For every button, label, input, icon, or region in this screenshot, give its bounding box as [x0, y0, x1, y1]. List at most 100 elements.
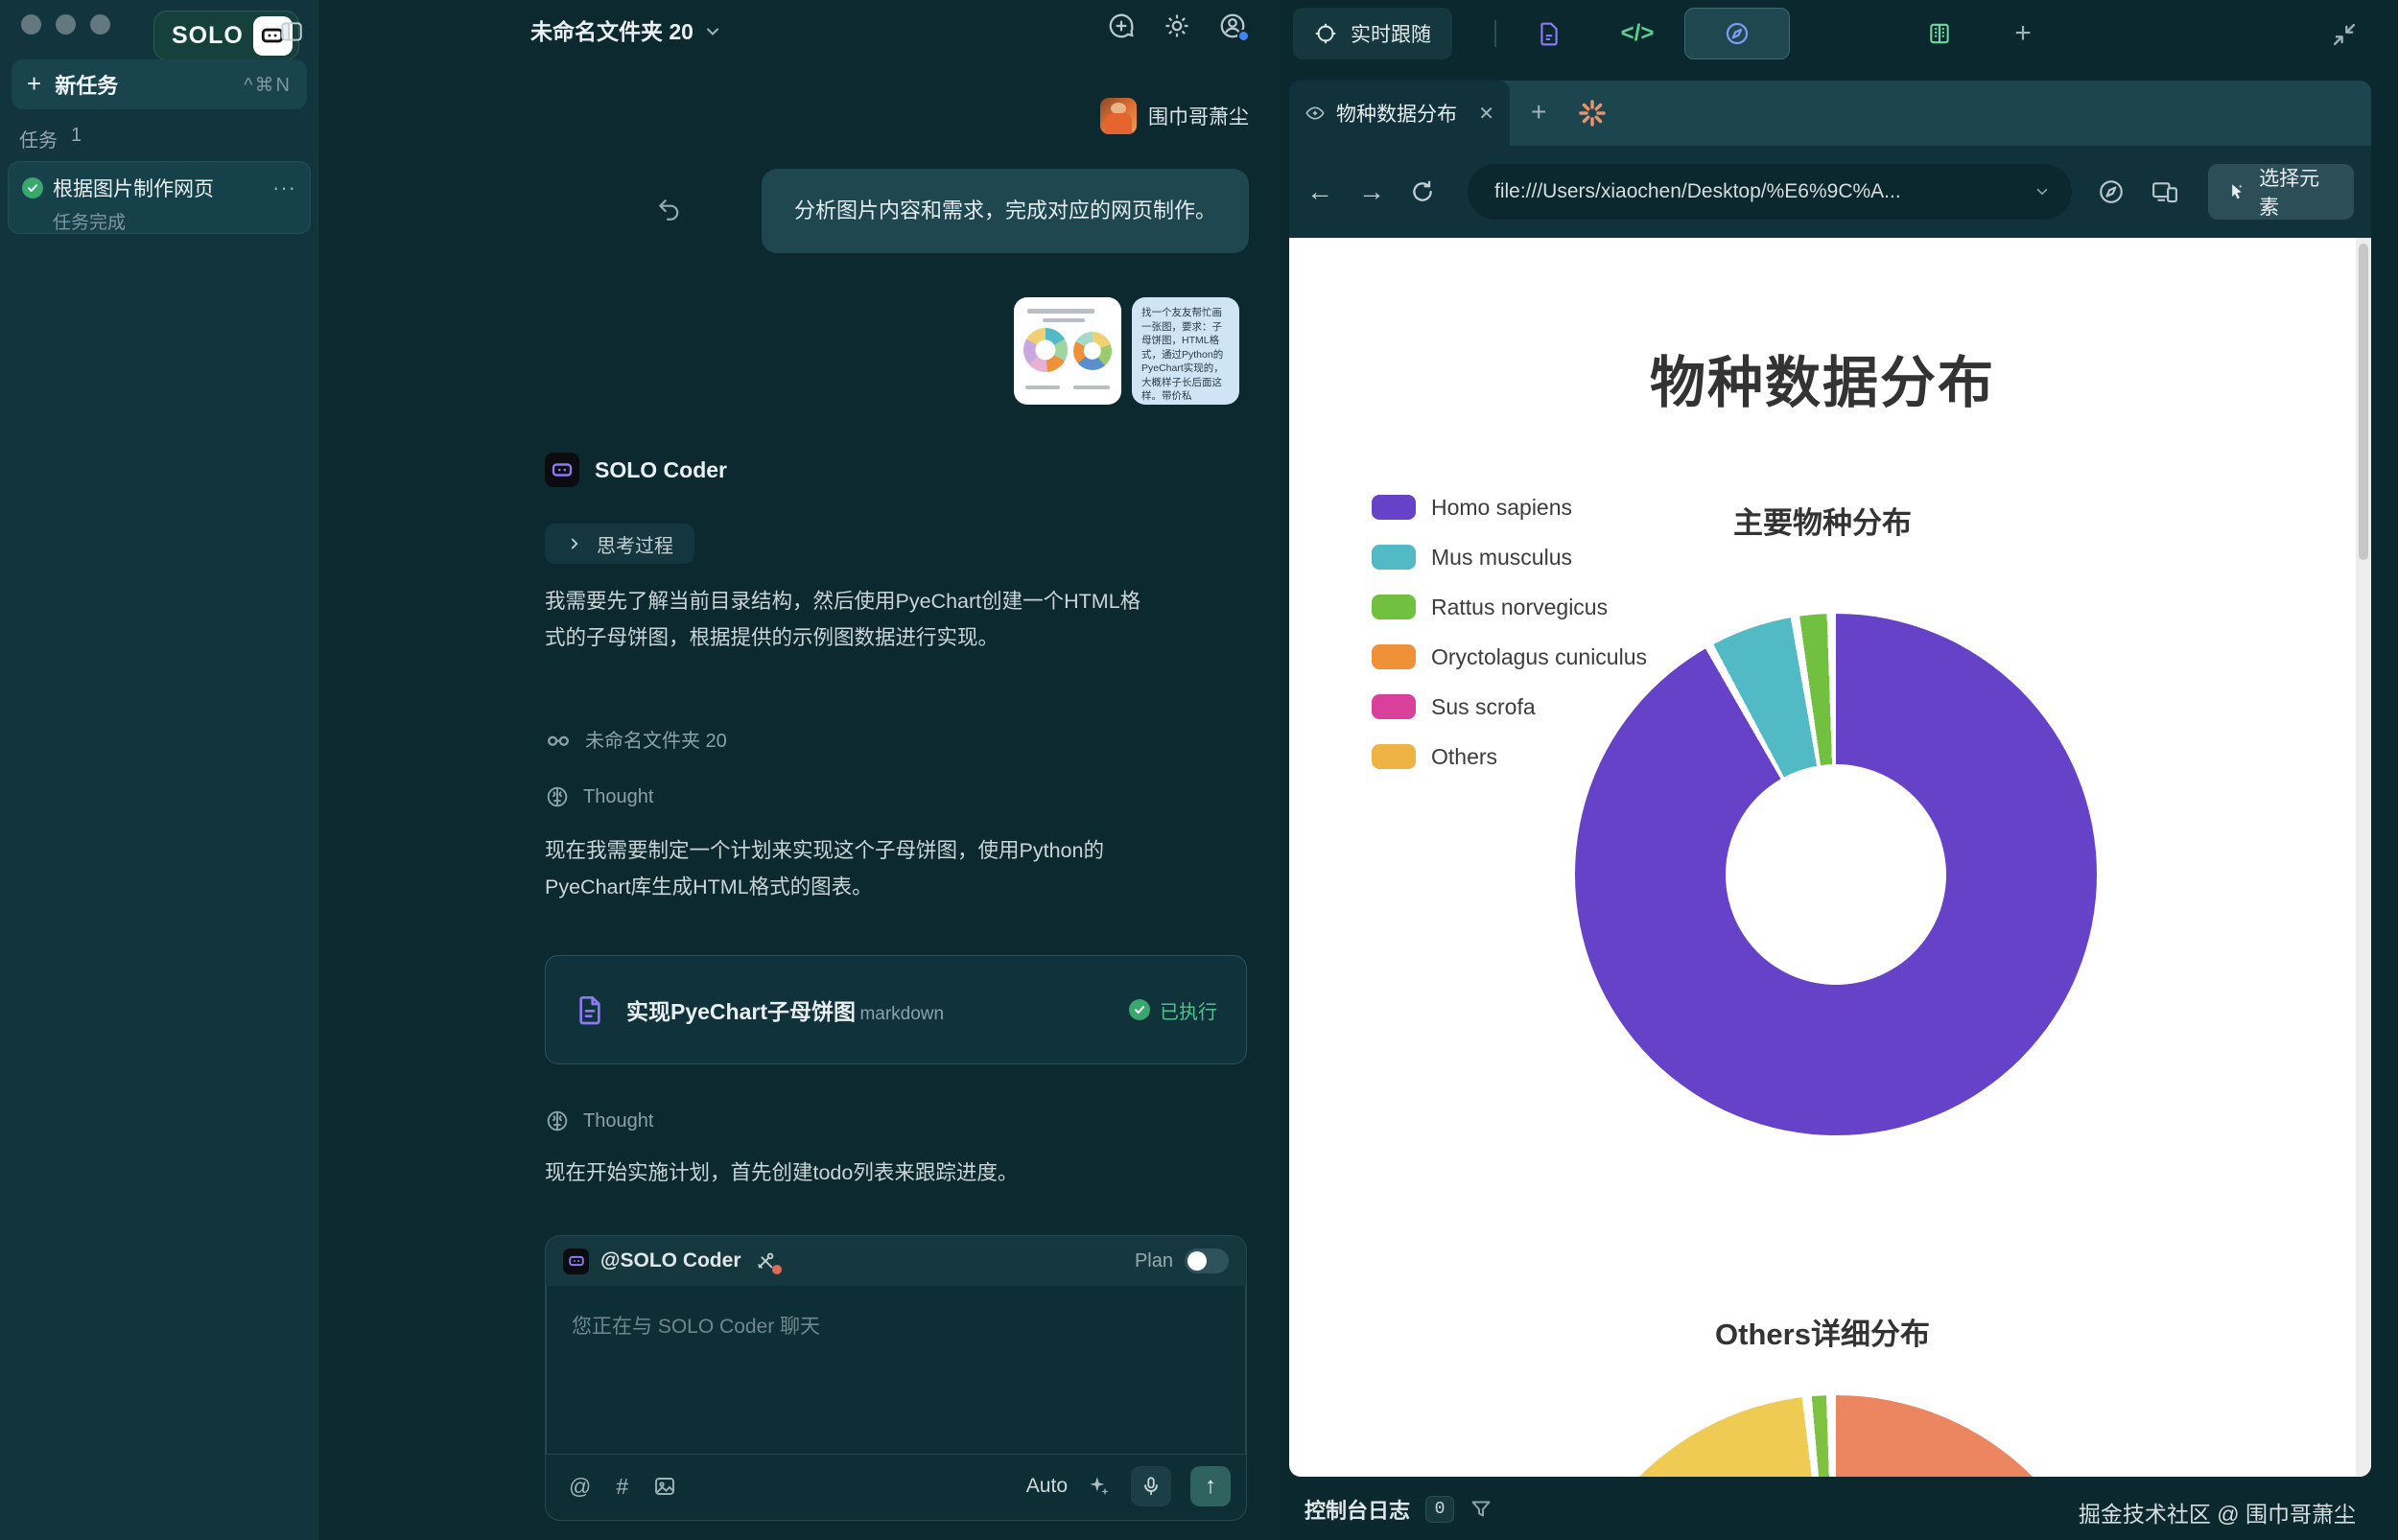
artifact-card[interactable]: 实现PyeChart子母饼图 markdown 已执行 — [545, 955, 1247, 1064]
solo-logo[interactable]: SOLO — [153, 11, 299, 60]
live-follow-button[interactable]: 实时跟随 — [1293, 8, 1452, 59]
sparkle-icon[interactable] — [1087, 1474, 1112, 1499]
artifact-language: markdown — [859, 1004, 945, 1024]
user-name: 围巾哥萧尘 — [1148, 106, 1249, 128]
task-more-button[interactable]: ··· — [272, 175, 296, 199]
image-attach-icon[interactable] — [653, 1475, 676, 1498]
legend-item[interactable]: Oryctolagus cuniculus — [1372, 642, 1647, 671]
forward-button[interactable]: → — [1358, 176, 1385, 206]
plan-label: Plan — [1134, 1249, 1173, 1272]
undo-icon[interactable] — [656, 198, 681, 222]
user-message-bubble: 分析图片内容和需求，完成对应的网页制作。 — [762, 169, 1249, 253]
collapse-panel-icon[interactable] — [2331, 21, 2358, 48]
hashtag-icon[interactable]: # — [616, 1473, 629, 1499]
glasses-icon — [545, 726, 572, 753]
mention-icon[interactable]: @ — [569, 1473, 592, 1499]
agent-mention-label[interactable]: @SOLO Coder — [600, 1249, 741, 1272]
tab-browser-active[interactable] — [1684, 8, 1790, 59]
legend-label: Sus scrofa — [1431, 693, 1536, 719]
window-controls — [21, 14, 110, 35]
context-row: 未命名文件夹 20 — [545, 725, 727, 753]
new-browser-tab-button[interactable]: + — [1531, 97, 1547, 127]
window-minimize-button[interactable] — [56, 14, 76, 35]
task-list-item[interactable]: 根据图片制作网页 ··· 任务完成 — [8, 161, 311, 234]
others-detail-pie-chart — [1558, 1395, 2114, 1477]
new-task-button[interactable]: + 新任务 ^⌘N — [12, 59, 307, 109]
browser-tab[interactable]: 物种数据分布 ✕ — [1289, 81, 1510, 146]
thought-row: Thought — [545, 1108, 653, 1133]
scrollbar-thumb[interactable] — [2359, 244, 2368, 560]
brain-icon — [545, 1108, 570, 1133]
compass-icon — [1726, 22, 1749, 45]
url-text: file:///Users/xiaochen/Desktop/%E6%9C%A.… — [1494, 180, 1901, 202]
assistant-thought-text: 现在我需要制定一个计划来实现这个子母饼图，使用Python的PyeChart库生… — [545, 839, 1104, 898]
legend-item[interactable]: Mus musculus — [1372, 543, 1647, 572]
back-button[interactable]: ← — [1306, 176, 1333, 206]
tasks-section-label: 任务 — [19, 130, 58, 152]
legend-label: Mus musculus — [1431, 544, 1572, 570]
chat-input[interactable]: 您正在与 SOLO Coder 聊天 — [546, 1286, 1246, 1455]
chat-input-card: @SOLO Coder Plan 您正在与 SOLO Coder 聊天 @ # — [545, 1235, 1247, 1521]
compass-icon[interactable] — [2097, 177, 2126, 206]
close-tab-icon[interactable]: ✕ — [1478, 103, 1494, 125]
add-panel-tab-button[interactable]: + — [2014, 17, 2032, 49]
attachment-image-note-thumbnail[interactable]: 找一个友友帮忙画一张图，要求：子母饼图，HTML格式，通过Python的PyeC… — [1132, 297, 1239, 405]
watermark-text: 掘金技术社区 @ 围巾哥萧尘 — [2078, 1502, 2356, 1527]
legend-item[interactable]: Others — [1372, 742, 1647, 771]
tab-document[interactable] — [1510, 8, 1588, 59]
task-title: 根据图片制作网页 — [53, 178, 214, 200]
main-chart-title: 主要物种分布 — [1733, 506, 1912, 540]
task-done-icon — [22, 177, 43, 198]
legend-item[interactable]: Homo sapiens — [1372, 493, 1647, 522]
chat-panel: 未命名文件夹 20 围巾哥萧尘 分析图片内容和需求，完成对应的网页制作。 — [318, 0, 1281, 1540]
settings-gear-icon[interactable] — [1163, 12, 1191, 40]
console-bar: 控制台日志 0 — [1305, 1494, 1493, 1525]
voice-mic-button[interactable] — [1131, 1466, 1171, 1506]
page-scrollbar[interactable] — [2356, 238, 2371, 1477]
legend-item[interactable]: Rattus norvegicus — [1372, 593, 1647, 621]
attachment-image-pie-thumbnail[interactable] — [1014, 297, 1121, 405]
tab-table[interactable] — [1900, 8, 1979, 59]
thought-row: Thought — [545, 784, 653, 809]
page-title: 物种数据分布 — [1649, 352, 1995, 414]
sub-chart-title: Others详细分布 — [1715, 1318, 1930, 1351]
new-task-shortcut: ^⌘N — [244, 74, 292, 96]
window-close-button[interactable] — [21, 14, 41, 35]
sidebar-collapse-icon[interactable] — [279, 19, 304, 44]
document-icon — [575, 994, 605, 1025]
mode-selector[interactable]: Auto — [1025, 1475, 1068, 1497]
chat-input-placeholder: 您正在与 SOLO Coder 聊天 — [572, 1316, 821, 1338]
legend-label: Others — [1431, 743, 1498, 769]
assistant-thought-text: 现在开始实施计划，首先创建todo列表来跟踪进度。 — [545, 1161, 1019, 1184]
new-task-label: 新任务 — [55, 74, 119, 98]
plan-toggle[interactable] — [1185, 1248, 1229, 1273]
legend-label: Oryctolagus cuniculus — [1431, 643, 1647, 669]
window-zoom-button[interactable] — [90, 14, 110, 35]
browser-navbar: ← → file:///Users/xiaochen/Desktop/%E6%9… — [1289, 146, 2371, 238]
donut-hole — [1726, 764, 1946, 985]
tools-icon[interactable] — [755, 1250, 782, 1274]
chevron-down-icon[interactable] — [2034, 183, 2051, 200]
url-bar[interactable]: file:///Users/xiaochen/Desktop/%E6%9C%A.… — [1468, 164, 2073, 220]
thinking-process-toggle[interactable]: 思考过程 — [545, 524, 694, 564]
new-chat-icon[interactable] — [1107, 12, 1136, 40]
send-button[interactable]: ↑ — [1190, 1466, 1231, 1506]
legend-item[interactable]: Sus scrofa — [1372, 692, 1647, 721]
reload-button[interactable] — [1410, 179, 1435, 204]
legend-swatch — [1372, 595, 1416, 619]
legend-swatch — [1372, 495, 1416, 520]
browser-preview: 物种数据分布 ✕ + ← → file:///Users/xiaochen/De… — [1289, 81, 2371, 1477]
crosshair-icon — [1315, 23, 1336, 44]
plus-icon: + — [27, 69, 42, 98]
responsive-devices-icon[interactable] — [2151, 177, 2179, 206]
select-element-button[interactable]: 选择元素 — [2208, 164, 2354, 220]
chevron-down-icon — [703, 22, 722, 41]
executed-check-icon — [1129, 999, 1150, 1020]
context-label: 未命名文件夹 20 — [585, 731, 727, 752]
tab-code[interactable]: </> — [1620, 20, 1655, 46]
workspace-dropdown[interactable]: 未命名文件夹 20 — [530, 13, 722, 46]
solo-coder-robot-icon — [563, 1248, 589, 1274]
account-icon[interactable] — [1218, 12, 1250, 42]
filter-funnel-icon[interactable] — [1469, 1498, 1493, 1521]
